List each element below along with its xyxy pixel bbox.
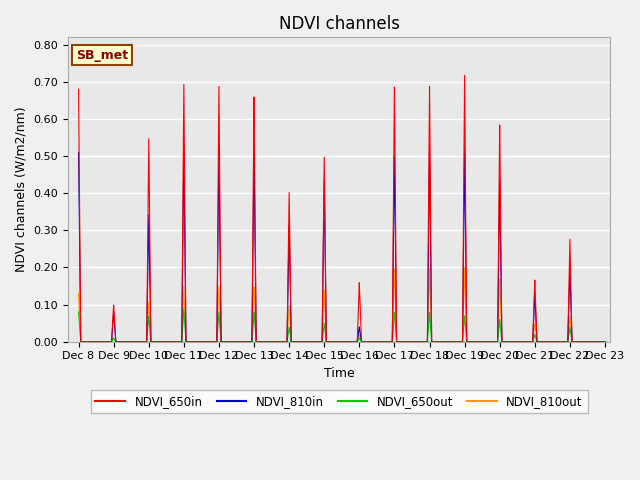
Text: SB_met: SB_met	[76, 48, 128, 61]
Title: NDVI channels: NDVI channels	[278, 15, 399, 33]
X-axis label: Time: Time	[324, 367, 355, 380]
Legend: NDVI_650in, NDVI_810in, NDVI_650out, NDVI_810out: NDVI_650in, NDVI_810in, NDVI_650out, NDV…	[91, 390, 588, 413]
Y-axis label: NDVI channels (W/m2/nm): NDVI channels (W/m2/nm)	[15, 107, 28, 272]
